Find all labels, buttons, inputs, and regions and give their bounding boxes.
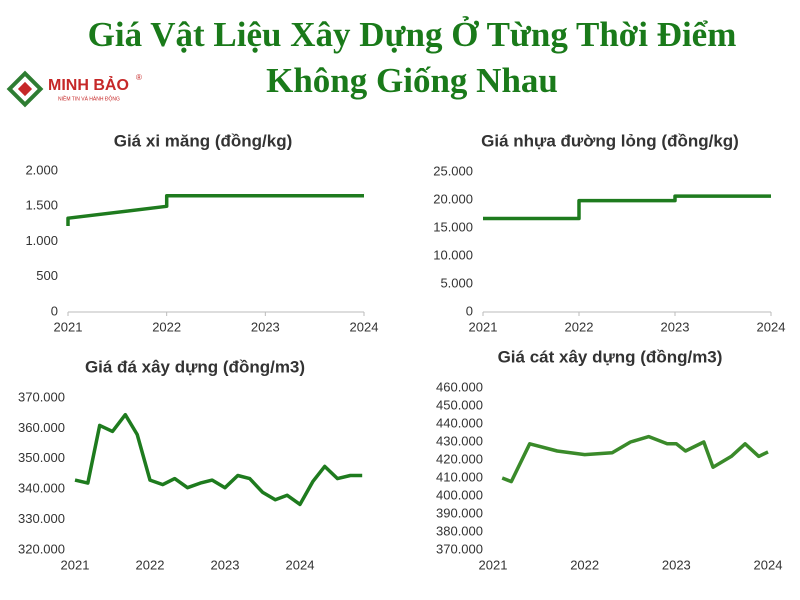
- y-tick-label: 340.000: [18, 481, 65, 496]
- y-tick-label: 370.000: [436, 541, 483, 556]
- x-tick-label: 2021: [54, 319, 83, 334]
- y-tick-label: 5.000: [440, 275, 473, 290]
- x-tick-label: 2022: [152, 319, 181, 334]
- y-tick-label: 20.000: [433, 191, 473, 206]
- x-tick-label: 2024: [286, 557, 315, 572]
- y-tick-label: 10.000: [433, 247, 473, 262]
- y-tick-label: 2.000: [25, 162, 58, 177]
- y-tick-label: 15.000: [433, 219, 473, 234]
- y-tick-label: 330.000: [18, 511, 65, 526]
- y-tick-label: 320.000: [18, 541, 65, 556]
- title-line: Không Giống Nhau: [266, 61, 558, 100]
- y-tick-label: 390.000: [436, 505, 483, 520]
- y-tick-label: 0: [466, 303, 473, 318]
- x-tick-label: 2022: [136, 557, 165, 572]
- y-tick-label: 500: [36, 268, 58, 283]
- y-tick-label: 360.000: [18, 420, 65, 435]
- chart-title: Giá cát xây dựng (đồng/m3): [498, 347, 723, 366]
- data-line: [74, 412, 363, 507]
- logo-mark: ®: [136, 73, 142, 82]
- y-tick-label: 420.000: [436, 451, 483, 466]
- y-tick-label: 450.000: [436, 397, 483, 412]
- logo-icon: [17, 81, 33, 97]
- y-tick-label: 430.000: [436, 433, 483, 448]
- chart-title: Giá đá xây dựng (đồng/m3): [85, 357, 305, 376]
- y-tick-label: 25.000: [433, 163, 473, 178]
- x-tick-label: 2024: [757, 319, 786, 334]
- x-tick-label: 2024: [754, 557, 783, 572]
- title-line: Giá Vật Liệu Xây Dựng Ở Từng Thời Điểm: [88, 14, 737, 54]
- y-tick-label: 1.500: [25, 198, 58, 213]
- x-tick-label: 2021: [479, 557, 508, 572]
- chart-title: Giá xi măng (đồng/kg): [114, 131, 293, 150]
- data-line: [483, 194, 771, 221]
- y-tick-label: 370.000: [18, 389, 65, 404]
- y-tick-label: 400.000: [436, 487, 483, 502]
- x-tick-label: 2023: [251, 319, 280, 334]
- logo-icon: [6, 70, 44, 108]
- y-tick-label: 1.000: [25, 233, 58, 248]
- logo: MINH BẢO ® NIỀM TIN VÀ HÀNH ĐỘNG: [6, 70, 142, 108]
- x-tick-label: 2022: [565, 319, 594, 334]
- x-tick-label: 2023: [211, 557, 240, 572]
- x-tick-label: 2022: [570, 557, 599, 572]
- data-line: [501, 434, 769, 484]
- y-tick-label: 380.000: [436, 523, 483, 538]
- y-tick-label: 0: [51, 303, 58, 318]
- logo-name: MINH BẢO: [48, 75, 129, 94]
- y-tick-label: 440.000: [436, 415, 483, 430]
- chart-title: Giá nhựa đường lỏng (đồng/kg): [481, 131, 739, 150]
- y-tick-label: 410.000: [436, 469, 483, 484]
- x-tick-label: 2023: [661, 319, 690, 334]
- y-tick-label: 350.000: [18, 450, 65, 465]
- data-line: [66, 193, 364, 226]
- x-tick-label: 2021: [61, 557, 90, 572]
- x-tick-label: 2024: [350, 319, 379, 334]
- y-tick-label: 460.000: [436, 379, 483, 394]
- x-tick-label: 2023: [662, 557, 691, 572]
- logo-tagline: NIỀM TIN VÀ HÀNH ĐỘNG: [58, 95, 120, 102]
- x-tick-label: 2021: [469, 319, 498, 334]
